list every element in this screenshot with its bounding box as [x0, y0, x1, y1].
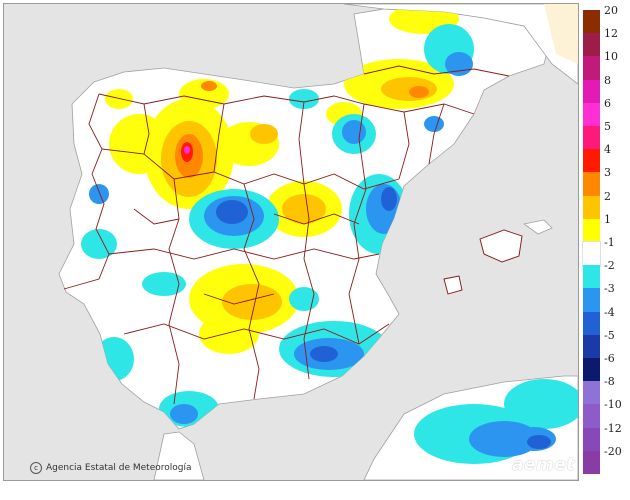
legend-swatch	[583, 334, 600, 359]
legend-label: 12	[604, 27, 618, 41]
legend-swatch	[583, 56, 600, 81]
anomaly-map	[3, 3, 579, 481]
legend-label: -20	[604, 444, 622, 458]
map-canvas	[58, 4, 578, 480]
legend-swatch	[583, 427, 600, 452]
legend-swatch	[583, 265, 600, 289]
legend-label: -3	[604, 282, 615, 296]
legend-label: 8	[604, 73, 611, 87]
legend-swatch	[583, 126, 600, 150]
legend-label: -10	[604, 398, 622, 412]
legend-label: 6	[604, 96, 611, 110]
legend-swatch	[583, 381, 600, 405]
legend-swatch	[583, 79, 600, 104]
legend-swatch	[583, 218, 600, 243]
legend-label: 2	[604, 189, 611, 203]
legend-label: 3	[604, 166, 611, 180]
borders	[63, 65, 510, 405]
legend-label: -6	[604, 352, 615, 365]
color-legend: 20 12 10 8 6 5 4 3 2 1 -1 -2 -3 -4 -5 -6 -8 -10 -12 -20	[582, 5, 630, 475]
legend-swatch	[583, 288, 600, 313]
legend-swatch	[583, 450, 600, 475]
legend-swatch	[583, 358, 600, 382]
organization-name: Agencia Estatal de Meteorología	[46, 463, 192, 473]
legend-swatch	[582, 241, 601, 267]
legend-swatch	[583, 404, 600, 429]
legend-swatch	[583, 10, 600, 34]
legend-label: -5	[604, 328, 615, 342]
legend-label: 1	[604, 212, 611, 226]
legend-swatch	[583, 33, 600, 57]
legend-label: 5	[604, 120, 611, 133]
legend-label: 10	[604, 50, 618, 64]
legend-label: 4	[604, 143, 611, 157]
legend-label: 20	[604, 4, 618, 17]
legend-label: -12	[604, 421, 622, 435]
legend-swatch	[583, 102, 600, 127]
legend-label: -4	[604, 305, 615, 319]
france-border-strip	[544, 4, 578, 64]
credit-line: c Agencia Estatal de Meteorología	[30, 462, 192, 474]
legend-swatch	[583, 195, 600, 220]
legend-label: -8	[604, 375, 615, 389]
legend-swatch	[583, 172, 600, 197]
legend-swatch	[583, 311, 600, 336]
legend-label: -2	[604, 259, 615, 273]
legend-swatch	[583, 149, 600, 173]
aemet-logo: aemet	[512, 455, 575, 475]
copyright-circle-icon: c	[30, 462, 42, 474]
legend-label: -1	[604, 236, 615, 249]
